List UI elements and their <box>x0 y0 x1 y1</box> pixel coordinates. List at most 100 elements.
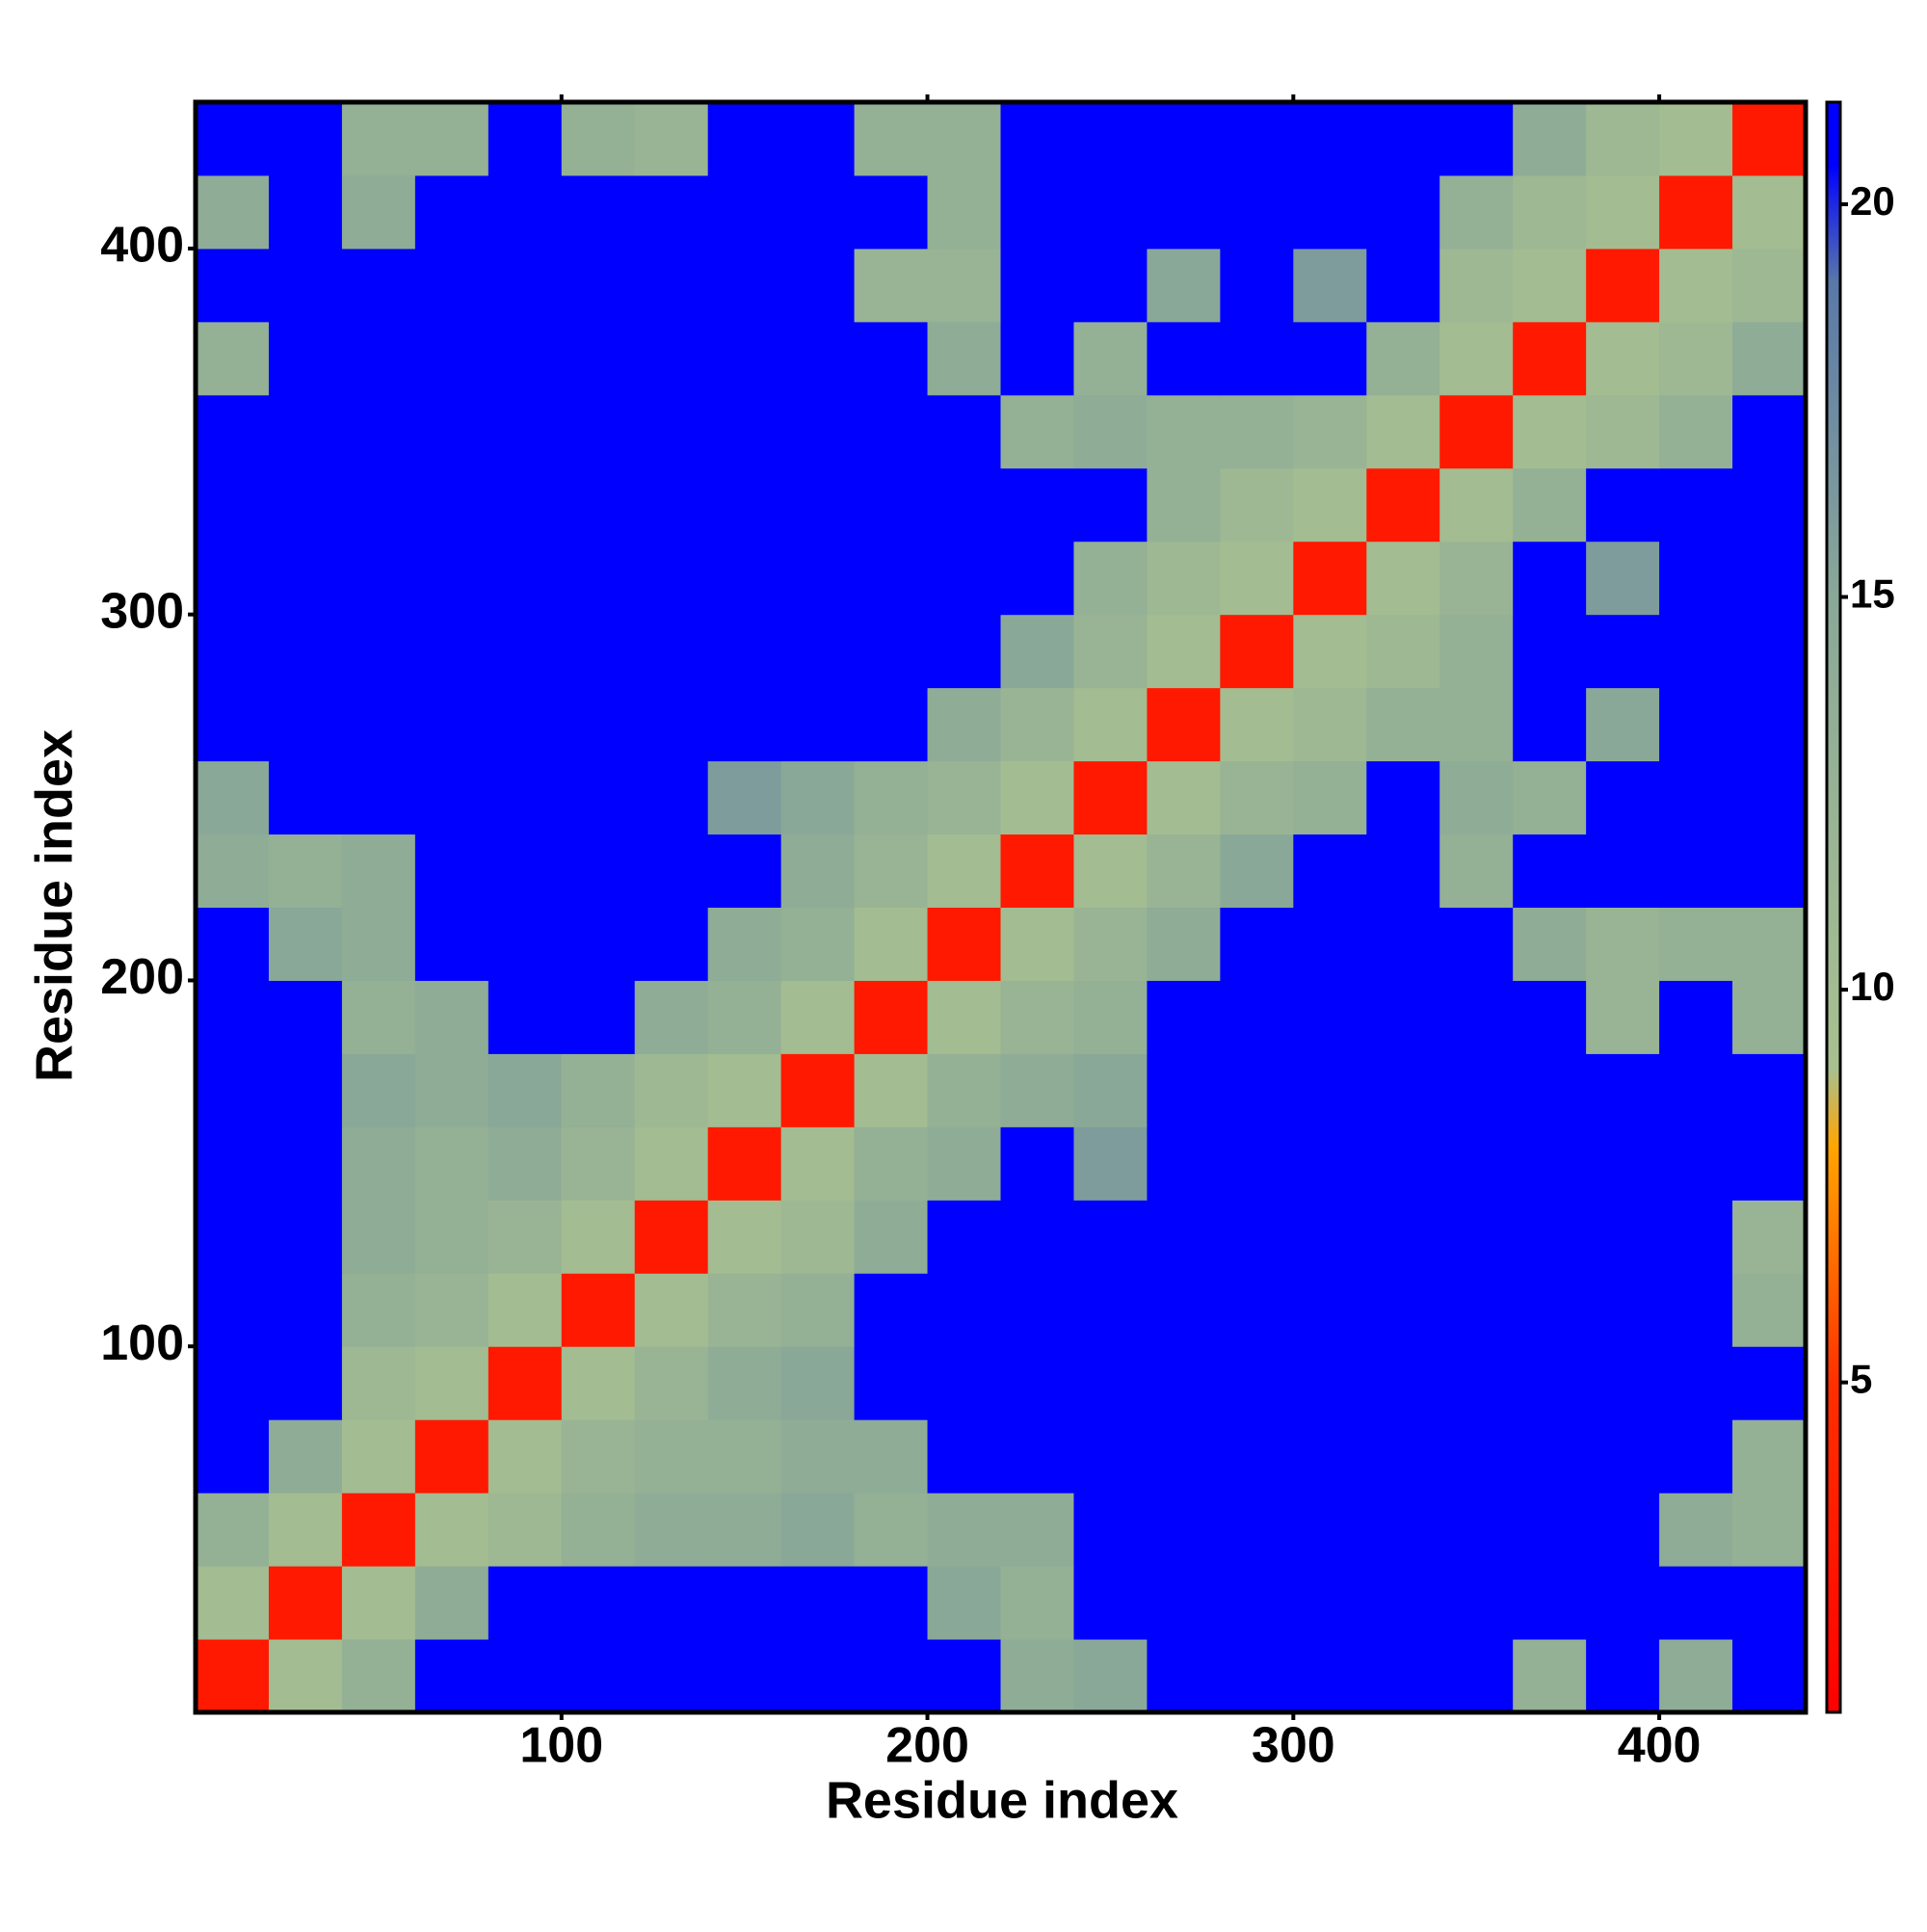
heatmap-cell <box>1366 1053 1440 1127</box>
heatmap-cell <box>1147 1200 1221 1274</box>
heatmap-cell <box>1366 1493 1440 1567</box>
heatmap-cell <box>341 1419 416 1494</box>
heatmap-cell <box>196 1566 270 1640</box>
colorbar <box>1825 100 1842 1714</box>
heatmap-cell <box>268 1566 343 1640</box>
heatmap-cell <box>707 980 782 1054</box>
heatmap-cell <box>561 760 636 835</box>
heatmap-cell <box>1586 1639 1660 1713</box>
heatmap-cell <box>1513 1200 1587 1274</box>
colorbar-tick-label: 20 <box>1850 178 1895 224</box>
heatmap-cell <box>196 1346 270 1420</box>
heatmap-cell <box>414 541 489 616</box>
heatmap-cell <box>488 980 563 1054</box>
heatmap-cell <box>927 1566 1001 1640</box>
heatmap-cell <box>927 614 1001 689</box>
heatmap-cell <box>1000 1200 1074 1274</box>
heatmap-cell <box>1147 1126 1221 1201</box>
heatmap-cell <box>414 248 489 323</box>
heatmap-cell <box>1147 321 1221 396</box>
heatmap-cell <box>1293 834 1367 908</box>
heatmap-cell <box>1366 394 1440 469</box>
heatmap-cell <box>854 174 929 250</box>
heatmap-cell <box>341 907 416 981</box>
heatmap-cell <box>1000 1273 1074 1347</box>
heatmap-cell <box>196 687 270 762</box>
heatmap-cell <box>854 1346 929 1420</box>
heatmap-cell <box>1659 834 1733 908</box>
heatmap-cell <box>414 321 489 396</box>
heatmap-cell <box>1586 1566 1660 1640</box>
heatmap-cell <box>1220 980 1294 1054</box>
x-tick-label: 100 <box>519 1718 603 1774</box>
heatmap-cell <box>854 467 929 543</box>
heatmap-cell <box>414 907 489 981</box>
heatmap-cell <box>707 248 782 323</box>
heatmap-cell <box>1000 1493 1074 1567</box>
heatmap-cell <box>927 174 1001 250</box>
heatmap-cell <box>414 1566 489 1640</box>
heatmap-cell <box>268 321 343 396</box>
heatmap-cell <box>634 1639 709 1713</box>
heatmap-cell <box>1659 467 1733 543</box>
heatmap-cell <box>1513 687 1587 762</box>
heatmap-cell <box>634 1053 709 1127</box>
heatmap-cell <box>1439 1200 1514 1274</box>
heatmap-cell <box>1586 394 1660 469</box>
y-tick-label: 300 <box>100 583 184 639</box>
heatmap-cell <box>854 248 929 323</box>
heatmap-cell <box>854 1566 929 1640</box>
heatmap-cell <box>1147 1273 1221 1347</box>
x-tick-label: 300 <box>1252 1718 1335 1774</box>
heatmap-cell <box>1659 1566 1733 1640</box>
y-tick-label: 400 <box>100 218 184 274</box>
heatmap-cell <box>488 394 563 469</box>
heatmap-cell <box>268 980 343 1054</box>
heatmap-cell <box>1000 1346 1074 1420</box>
heatmap-cell <box>414 1419 489 1494</box>
heatmap-cell <box>561 248 636 323</box>
heatmap-cell <box>1513 1566 1587 1640</box>
heatmap-cell <box>1220 102 1294 176</box>
heatmap-cell <box>1513 248 1587 323</box>
plot-frame <box>193 99 1808 1715</box>
heatmap-cell <box>634 394 709 469</box>
heatmap-cell <box>707 1200 782 1274</box>
heatmap-cell <box>414 394 489 469</box>
heatmap-cell <box>1366 102 1440 176</box>
heatmap-cell <box>488 321 563 396</box>
heatmap-cell <box>780 1273 856 1347</box>
heatmap-cell <box>1513 1126 1587 1201</box>
heatmap-cell <box>1586 248 1660 323</box>
heatmap-cell <box>196 980 270 1054</box>
heatmap-cell <box>634 1200 709 1274</box>
heatmap-cell <box>1659 907 1733 981</box>
heatmap-cell <box>1220 248 1294 323</box>
heatmap-cell <box>196 760 270 835</box>
heatmap-cell <box>1147 394 1221 469</box>
heatmap-cell <box>1073 102 1148 176</box>
heatmap-cell <box>707 1566 782 1640</box>
heatmap-cell <box>707 1419 782 1494</box>
heatmap-cell <box>1439 394 1514 469</box>
heatmap-cell <box>780 1419 856 1494</box>
heatmap-cell <box>196 394 270 469</box>
heatmap-cell <box>1293 1493 1367 1567</box>
heatmap-cell <box>1220 1493 1294 1567</box>
heatmap-cell <box>1073 760 1148 835</box>
heatmap-cell <box>1293 614 1367 689</box>
heatmap-cell <box>1073 1419 1148 1494</box>
x-tick-label: 200 <box>885 1718 969 1774</box>
heatmap-cell <box>414 687 489 762</box>
heatmap-cell <box>927 541 1001 616</box>
heatmap-cell <box>1147 1419 1221 1494</box>
heatmap-cell <box>1073 174 1148 250</box>
heatmap-cell <box>1366 1273 1440 1347</box>
heatmap-cell <box>927 1346 1001 1420</box>
heatmap-cell <box>1366 1346 1440 1420</box>
heatmap-cell <box>854 907 929 981</box>
heatmap-cell <box>927 1639 1001 1713</box>
heatmap-cell <box>1513 1493 1587 1567</box>
heatmap-cell <box>1659 248 1733 323</box>
heatmap-cell <box>927 248 1001 323</box>
